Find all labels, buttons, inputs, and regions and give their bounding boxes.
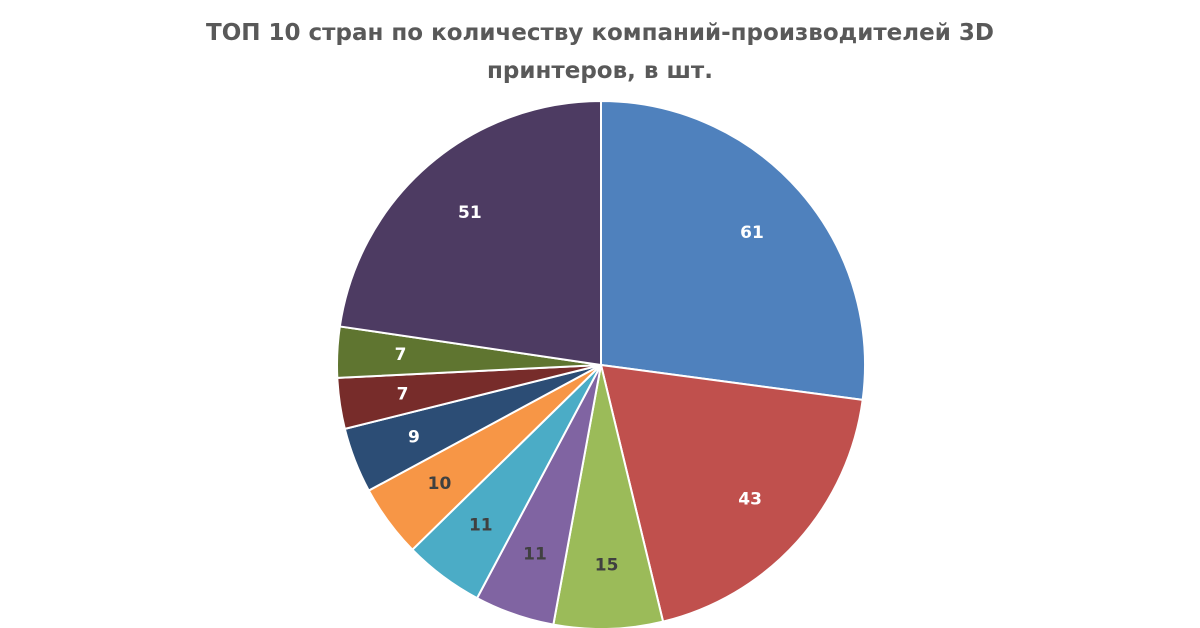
pie-slice-10 [338,100,602,366]
pie-data-label-10: 51 [458,203,482,223]
pie-data-label-9: 7 [395,345,407,365]
pie-data-label-5: 11 [469,516,493,536]
pie-slice-1 [600,100,866,401]
chart-title-line-2: принтеров, в шт. [487,58,713,84]
pie-slice-3 [552,364,665,628]
pie-data-label-2: 43 [738,489,762,509]
pie-data-label-6: 10 [428,474,452,494]
chart-title-line-1: ТОП 10 стран по количеству компаний-прои… [206,20,994,46]
pie-data-label-1: 61 [740,223,764,243]
pie-data-label-8: 7 [397,384,409,404]
pie-data-label-3: 15 [595,556,619,576]
pie-slices [336,100,866,628]
pie-data-label-4: 11 [523,544,547,564]
pie-data-labels: 61 43 15 11 11 10 9 7 7 51 [395,203,764,575]
chart-title: ТОП 10 стран по количеству компаний-прои… [0,14,1200,90]
pie-data-label-7: 9 [408,428,420,448]
pie-slice-2 [600,364,864,623]
